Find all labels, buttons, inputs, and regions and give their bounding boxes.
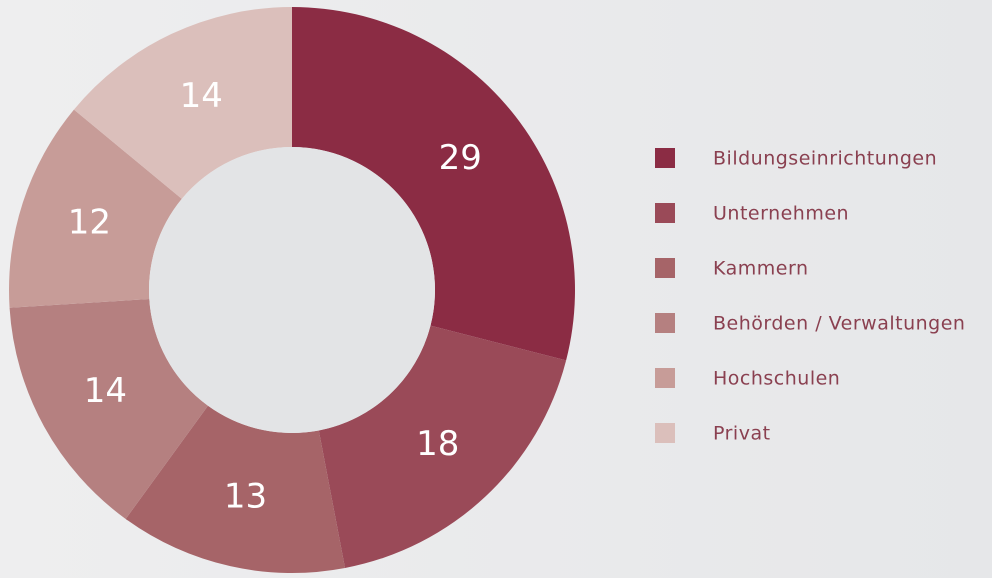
slice [9, 298, 208, 519]
legend-swatch [655, 203, 675, 223]
value-label: 13 [224, 476, 267, 516]
legend-label: Kammern [713, 258, 809, 280]
slice [318, 325, 567, 568]
slice [9, 109, 182, 308]
value-label: 18 [416, 424, 459, 464]
slice [73, 7, 292, 199]
legend-swatch [655, 258, 675, 278]
legend-swatch [655, 313, 675, 333]
legend-swatch [655, 368, 675, 388]
legend-label: Behörden / Verwaltungen [713, 313, 965, 335]
legend-label: Hochschulen [713, 368, 840, 390]
value-label: 14 [84, 371, 127, 411]
value-label: 14 [180, 76, 223, 116]
legend-label: Privat [713, 423, 771, 445]
legend-label: Bildungseinrichtungen [713, 148, 937, 170]
value-label: 29 [439, 138, 482, 178]
legend-swatch [655, 148, 675, 168]
value-label: 12 [68, 203, 111, 243]
slice [125, 405, 346, 574]
legend-label: Unternehmen [713, 203, 849, 225]
slice [292, 7, 575, 361]
donut-hole [149, 147, 435, 433]
legend-swatch [655, 423, 675, 443]
